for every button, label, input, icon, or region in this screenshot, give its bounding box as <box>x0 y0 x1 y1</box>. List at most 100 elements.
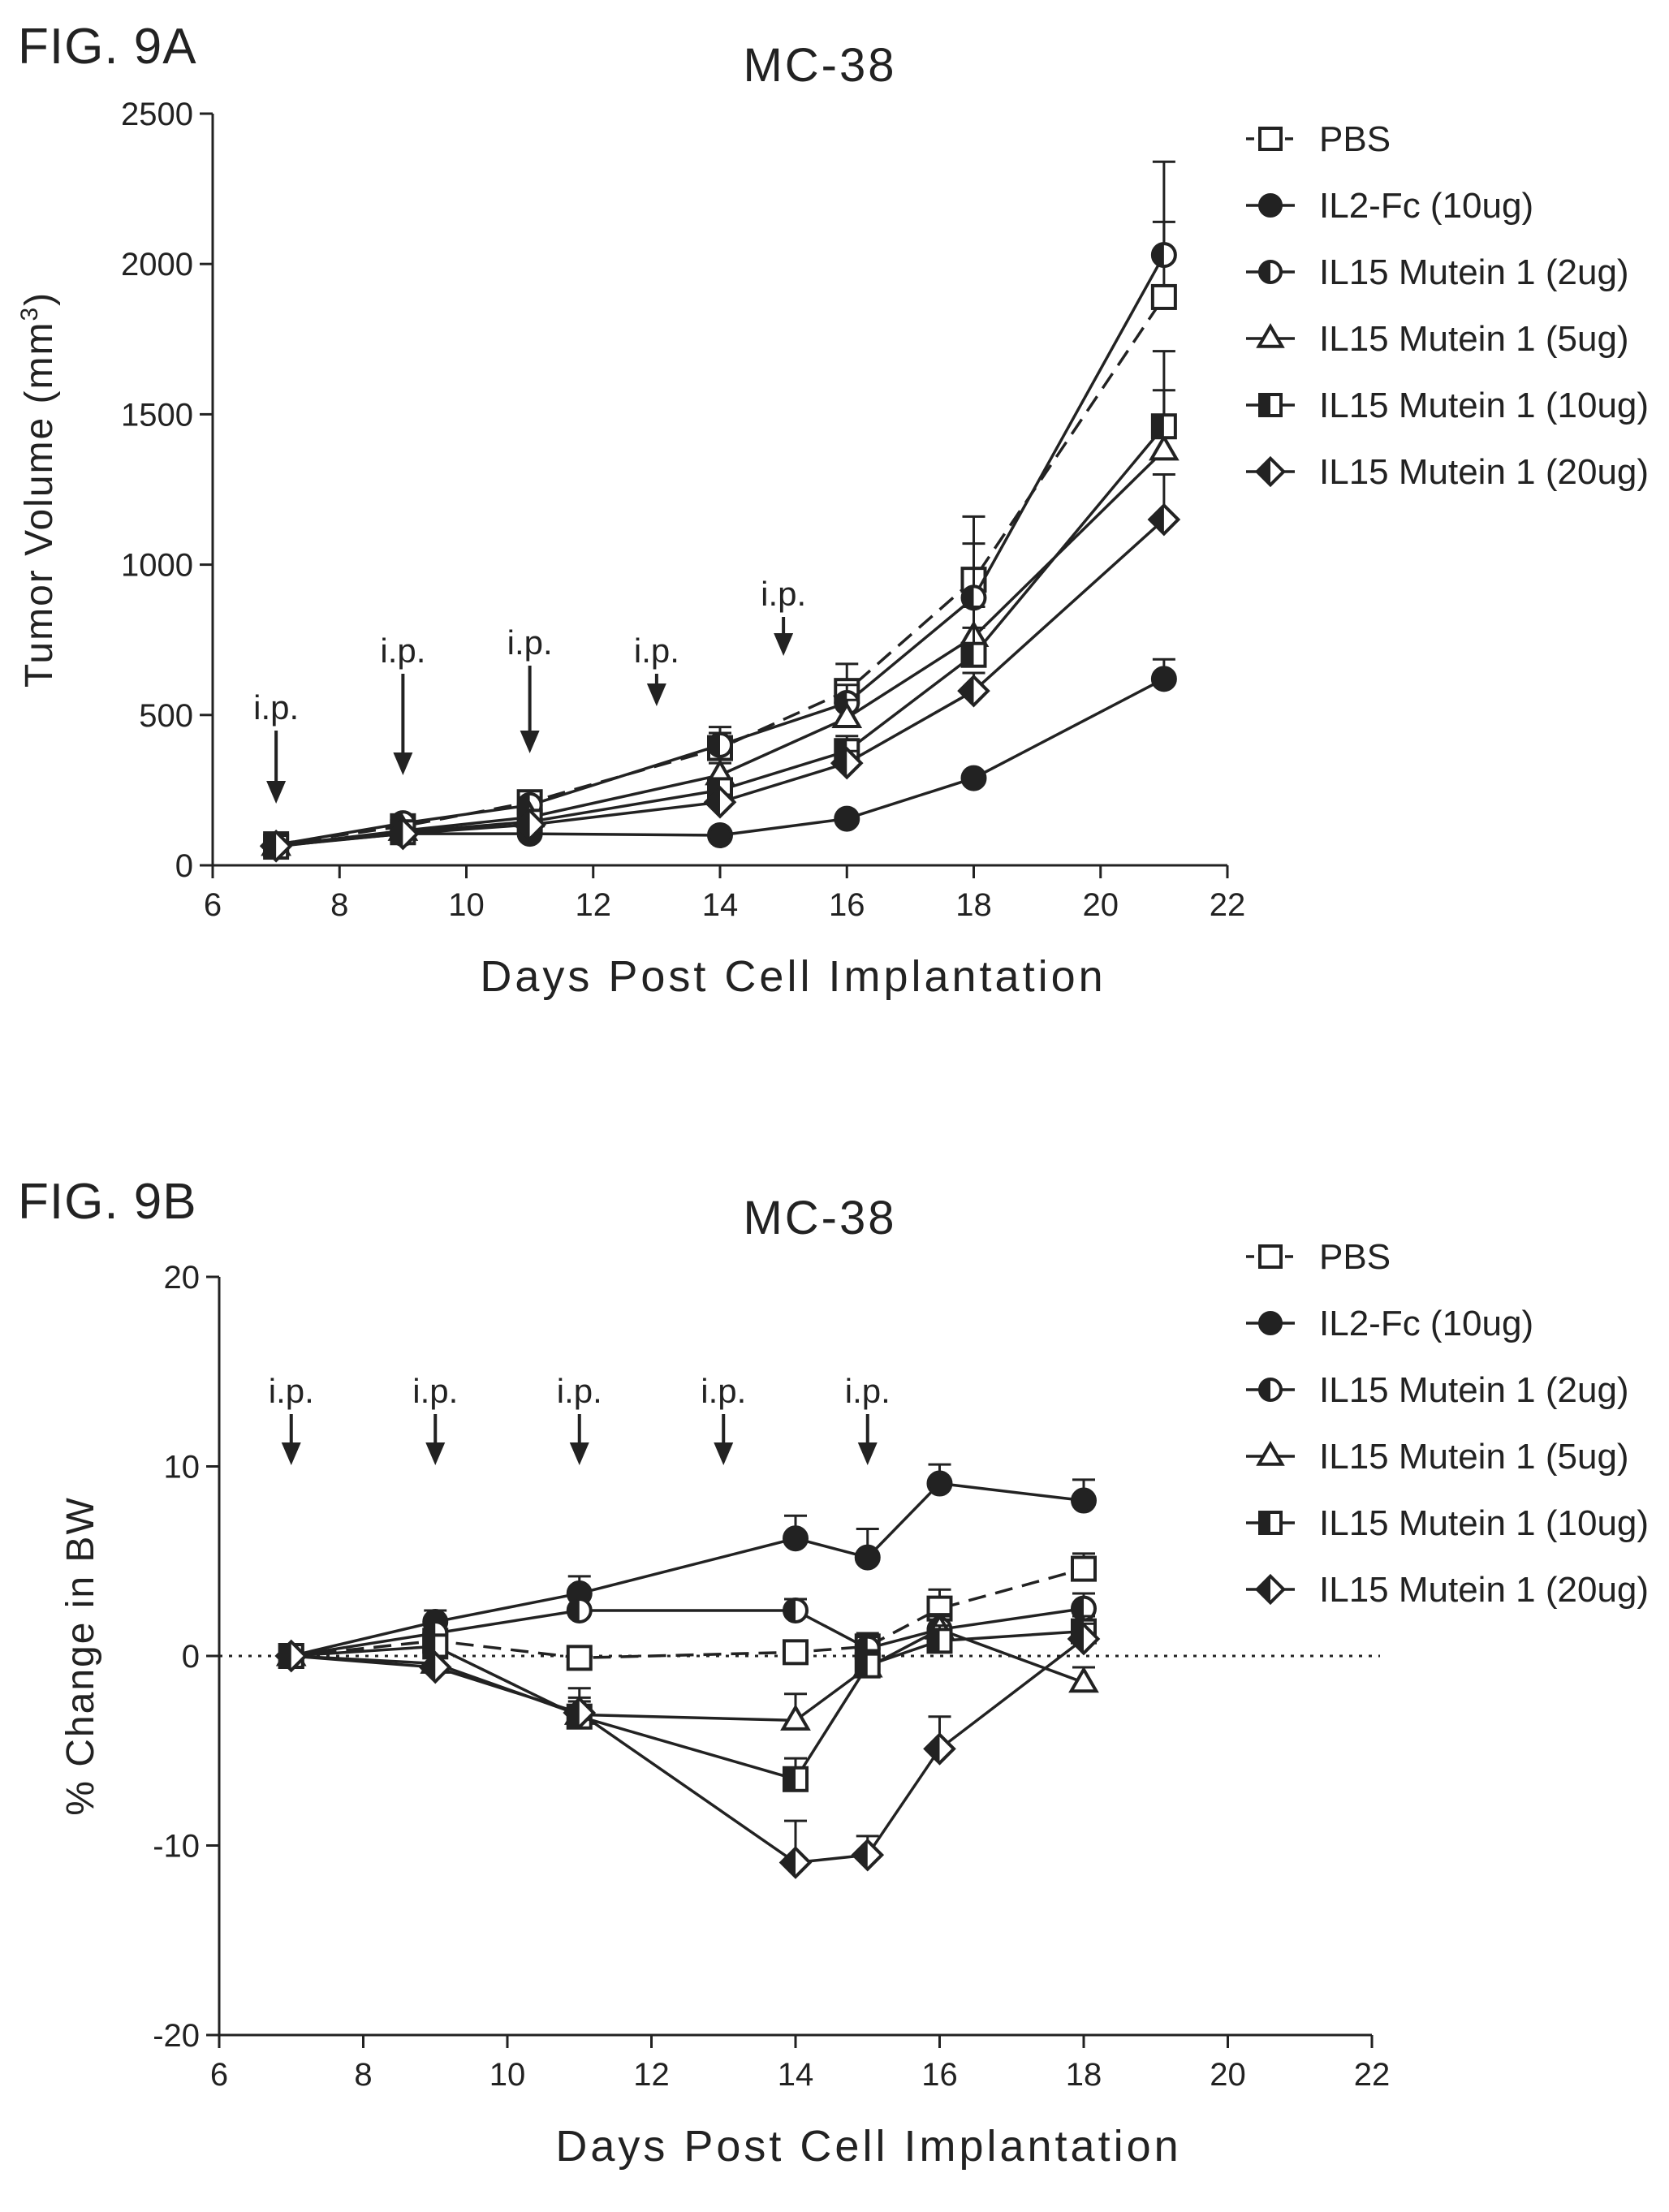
chart-a-y-tick-label: 0 <box>175 848 193 884</box>
chart-b-legend-label: IL15 Mutein 1 (5ug) <box>1319 1437 1629 1477</box>
chart-a-y-axis-label: Tumor Volume (mm3) <box>16 291 61 688</box>
chart-b-data-point <box>274 1639 308 1673</box>
chart-b-legend-item: IL15 Mutein 1 (10ug) <box>1246 1503 1649 1543</box>
chart-a-data-point <box>1149 433 1180 461</box>
chart-a-legend-item: IL15 Mutein 1 (5ug) <box>1246 319 1629 359</box>
chart-b-x-axis-label: Days Post Cell Implantation <box>555 2122 1181 2171</box>
chart-b-legend-label: IL15 Mutein 1 (2ug) <box>1319 1370 1629 1410</box>
chart-a-data-point <box>957 674 990 708</box>
chart-a-dose-arrow: i.p. <box>253 688 299 804</box>
chart-a-series-4 <box>263 350 1177 860</box>
chart-a-x-tick-label: 20 <box>1083 887 1119 923</box>
chart-a-y-axis-label-sup: 3 <box>16 306 43 321</box>
chart-b-data-point <box>783 1639 809 1666</box>
chart-b-x-tick-label: 14 <box>778 2057 814 2093</box>
chart-a-data-point <box>1150 666 1177 692</box>
chart-a-dose-arrow: i.p. <box>761 575 806 656</box>
chart-a-legend-marker <box>1258 127 1283 151</box>
chart-b-dose-label: i.p. <box>701 1372 746 1410</box>
chart-b-legend-marker <box>1258 1511 1283 1535</box>
chart-b-legend-marker <box>1254 1573 1287 1606</box>
chart-b-dose-arrow-head <box>857 1442 878 1465</box>
chart-b-x-tick-label: 10 <box>489 2057 526 2093</box>
chart-a-axes: 6 8 10 12 14 16 18 20 22 0 500 1000 1500 2000 2500 <box>121 97 1245 923</box>
chart-b-axes: 6 8 10 12 14 16 18 20 22 -20 -10 0 10 20 <box>153 1260 1390 2093</box>
chart-a-y-tick-label: 2500 <box>121 97 193 132</box>
chart-b-legend-item: IL2-Fc (10ug) <box>1246 1304 1533 1343</box>
chart-b-y-tick-label: 20 <box>164 1260 201 1296</box>
chart-b-x-tick-label: 12 <box>633 2057 670 2093</box>
chart-a-dose-label: i.p. <box>507 623 553 662</box>
chart-a-legend-label: IL15 Mutein 1 (10ug) <box>1319 386 1649 425</box>
chart-b-x-tick-label: 22 <box>1354 2057 1391 2093</box>
chart-b-dose-label: i.p. <box>269 1372 314 1410</box>
chart-a-dose-label: i.p. <box>634 632 679 670</box>
chart-a-x-tick-label: 8 <box>330 887 348 923</box>
chart-a-dose-arrow: i.p. <box>507 623 553 753</box>
chart-b-data-point <box>783 1525 809 1552</box>
body-weight-chart: 6 8 10 12 14 16 18 20 22 -20 -10 0 10 20 MC-38 Days Pos… <box>59 1192 1649 2171</box>
chart-b-y-axis-label: % Change in BW <box>59 1496 102 1816</box>
chart-b-legend-marker <box>1258 1244 1283 1269</box>
chart-a-y-tick-label: 1500 <box>121 397 193 433</box>
chart-a-data-point <box>513 808 546 842</box>
chart-a-x-tick-label: 22 <box>1210 887 1246 923</box>
chart-a-legend-marker <box>1254 455 1287 488</box>
tumor-volume-chart: 6 8 10 12 14 16 18 20 22 0 500 1000 1500 2000 2500 MC-3… <box>16 39 1649 1001</box>
chart-b-series <box>274 1463 1101 1879</box>
chart-a-x-tick-label: 14 <box>702 887 739 923</box>
chart-b-data-point <box>1071 1555 1097 1582</box>
chart-b-data-point <box>1067 1622 1101 1656</box>
chart-a-legend-label: IL15 Mutein 1 (20ug) <box>1319 452 1649 492</box>
chart-b-data-point <box>1068 1666 1099 1693</box>
chart-a-data-point <box>1150 413 1177 440</box>
chart-b-dose-arrow-head <box>714 1442 734 1465</box>
chart-b-series-line <box>291 1481 1085 1658</box>
chart-b-data-point <box>1071 1487 1097 1514</box>
chart-b-x-tick-label: 18 <box>1066 2057 1102 2093</box>
chart-a-dose-label: i.p. <box>253 688 299 727</box>
chart-b-x-tick-label: 6 <box>210 2057 228 2093</box>
chart-a-dose-label: i.p. <box>761 575 806 613</box>
chart-a-series <box>259 160 1181 863</box>
chart-b-dose-arrow: i.p. <box>412 1372 458 1465</box>
chart-b-dose-label: i.p. <box>845 1372 891 1410</box>
chart-b-legend-marker <box>1258 1311 1283 1335</box>
chart-b-data-point <box>926 1628 953 1654</box>
chart-a-data-point <box>960 765 987 791</box>
chart-b-data-point <box>926 1470 953 1497</box>
chart-a-y-axis-label-end: ) <box>18 291 61 306</box>
chart-b-data-point <box>563 1696 597 1730</box>
chart-b-legend-item: IL15 Mutein 1 (5ug) <box>1246 1437 1629 1477</box>
chart-a-series-5 <box>259 472 1181 863</box>
chart-a-legend-item: IL15 Mutein 1 (20ug) <box>1246 452 1649 492</box>
chart-a-data-point <box>834 805 860 832</box>
chart-a-data-point <box>703 785 737 819</box>
chart-b-series-line <box>291 1629 1085 1781</box>
chart-b-legend-label: IL2-Fc (10ug) <box>1319 1304 1533 1343</box>
chart-a-data-point <box>960 641 987 668</box>
chart-b-legend-label: IL15 Mutein 1 (10ug) <box>1319 1503 1649 1543</box>
chart-b-series-line <box>291 1567 1085 1660</box>
chart-b-y-tick-label: -10 <box>153 1829 200 1865</box>
chart-a-data-point <box>707 731 733 758</box>
chart-b-series-1 <box>278 1463 1097 1669</box>
chart-a-x-tick-label: 12 <box>576 887 612 923</box>
chart-b-data-point <box>780 1704 811 1731</box>
chart-a-data-point <box>386 817 420 851</box>
chart-a-x-tick-label: 18 <box>955 887 992 923</box>
chart-b-data-point <box>778 1846 813 1879</box>
chart-a-legend-item: IL15 Mutein 1 (10ug) <box>1246 386 1649 425</box>
chart-a-dose-arrow-head <box>774 633 794 656</box>
chart-b-dose-label: i.p. <box>557 1372 602 1410</box>
chart-a-data-point <box>259 829 293 863</box>
chart-b-legend-marker <box>1258 1378 1283 1402</box>
chart-a-legend: PBS IL2-Fc (10ug) IL15 Mutein 1 (2ug) IL15 … <box>1246 119 1649 492</box>
chart-a-x-tick-label: 16 <box>829 887 865 923</box>
chart-a-x-tick-label: 10 <box>448 887 485 923</box>
chart-b-data-point <box>783 1597 809 1623</box>
chart-a-legend-label: IL2-Fc (10ug) <box>1319 186 1533 226</box>
chart-a-data-point <box>830 746 864 780</box>
chart-b-data-point <box>851 1838 885 1872</box>
chart-b-legend-item: IL15 Mutein 1 (20ug) <box>1246 1570 1649 1610</box>
